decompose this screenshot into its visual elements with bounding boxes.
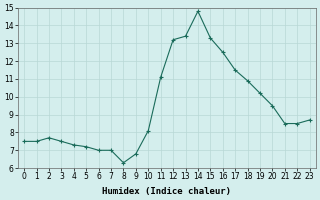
X-axis label: Humidex (Indice chaleur): Humidex (Indice chaleur) (102, 187, 231, 196)
